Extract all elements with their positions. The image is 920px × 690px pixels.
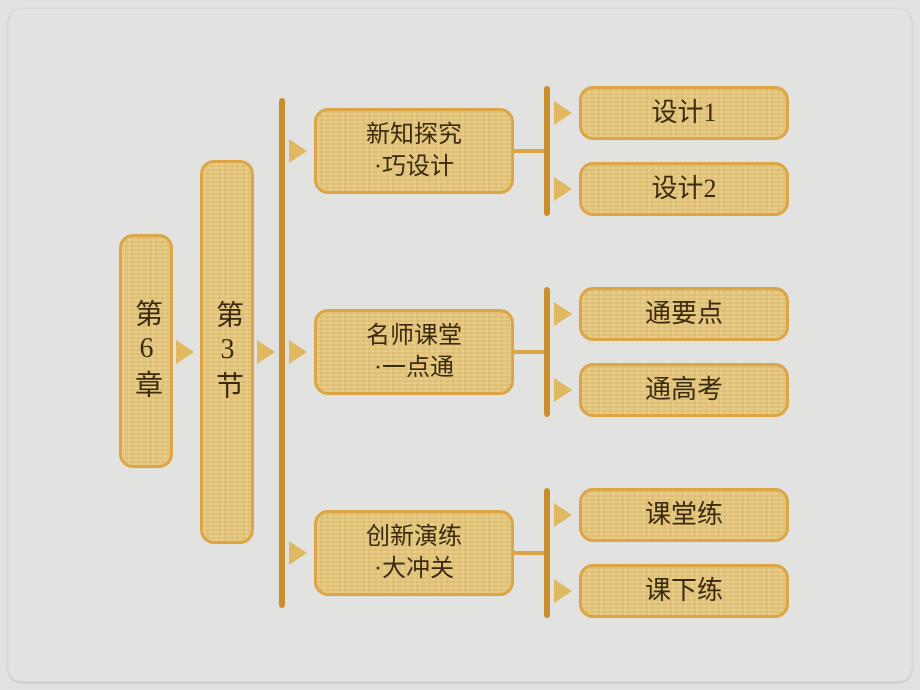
node-g2-leaf1-label: 通要点 [645,296,723,331]
node-g1-leaf1-label: 设计1 [651,95,716,130]
arrow-l2-bar [257,340,275,364]
node-g2-leaf2: 通高考 [579,363,789,417]
node-g2-leaf1: 通要点 [579,287,789,341]
node-g3-leaf1-label: 课堂练 [645,497,723,532]
arrow-g1-leaf2 [554,177,572,201]
node-g1: 新知探究 ·巧设计 [314,108,514,194]
node-g1-label: 新知探究 ·巧设计 [366,119,462,184]
vbar-g1 [544,86,550,216]
vbar-g3 [544,488,550,618]
arrow-bar-g3 [289,541,307,565]
node-section-label: 第3节 [207,300,247,405]
node-chapter-label: 第6章 [126,299,166,404]
node-g2-leaf2-label: 通高考 [645,372,723,407]
node-g2: 名师课堂 ·一点通 [314,309,514,395]
node-g1-leaf1: 设计1 [579,86,789,140]
node-section: 第3节 [200,160,254,544]
node-g3-leaf1: 课堂练 [579,488,789,542]
arrow-g3-leaf2 [554,579,572,603]
node-g3-leaf2-label: 课下练 [645,573,723,608]
conn-g3 [514,551,544,555]
vbar-after-section [279,98,285,608]
arrow-g2-leaf1 [554,302,572,326]
node-g3: 创新演练 ·大冲关 [314,510,514,596]
node-chapter: 第6章 [119,234,173,468]
arrow-l1-l2 [176,340,194,364]
node-g3-label: 创新演练 ·大冲关 [366,521,462,586]
arrow-g1-leaf1 [554,101,572,125]
vbar-g2 [544,287,550,417]
node-g1-leaf2-label: 设计2 [651,171,716,206]
node-g1-leaf2: 设计2 [579,162,789,216]
node-g2-label: 名师课堂 ·一点通 [366,320,462,385]
conn-g2 [514,350,544,354]
conn-g1 [514,149,544,153]
arrow-bar-g2 [289,340,307,364]
diagram-canvas: 第6章 第3节 新知探究 ·巧设计 设计1 设计2 名师课堂 ·一点通 通要点 … [8,8,912,682]
arrow-g3-leaf1 [554,503,572,527]
arrow-bar-g1 [289,139,307,163]
arrow-g2-leaf2 [554,378,572,402]
node-g3-leaf2: 课下练 [579,564,789,618]
